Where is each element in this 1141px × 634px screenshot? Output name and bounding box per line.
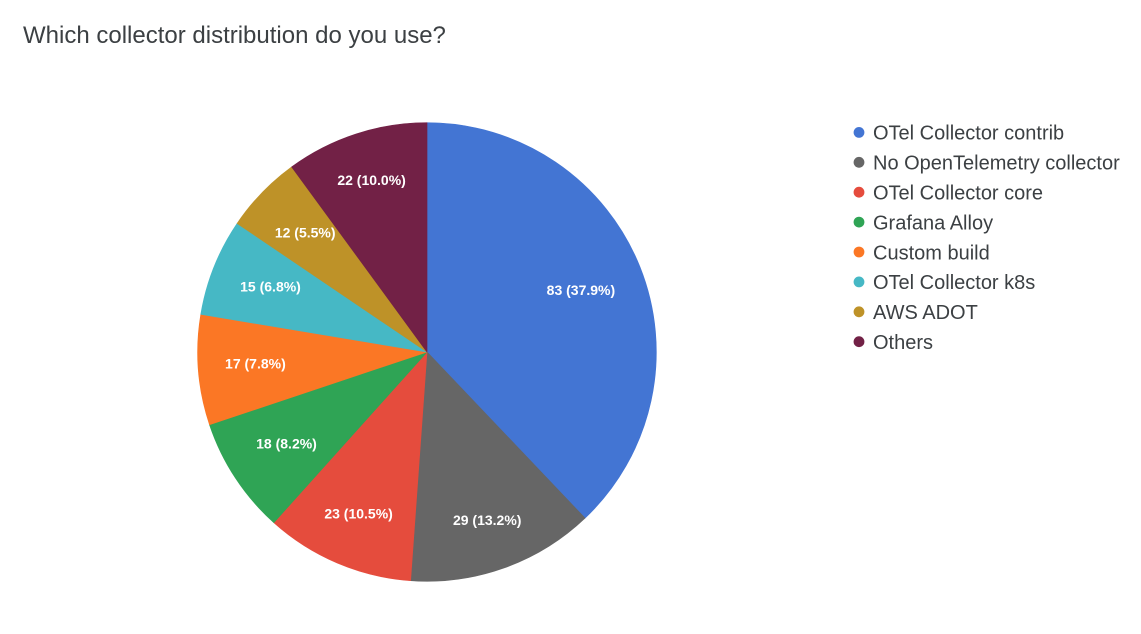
svg-text:18 (8.2%): 18 (8.2%) (256, 436, 317, 452)
svg-text:29 (13.2%): 29 (13.2%) (453, 512, 521, 528)
svg-text:83 (37.9%): 83 (37.9%) (547, 282, 615, 298)
svg-text:OTel Collector k8s: OTel Collector k8s (873, 272, 1035, 294)
svg-text:OTel Collector contrib: OTel Collector contrib (873, 123, 1064, 145)
svg-text:23 (10.5%): 23 (10.5%) (324, 506, 392, 522)
svg-text:Grafana Alloy: Grafana Alloy (873, 212, 993, 234)
svg-text:22 (10.0%): 22 (10.0%) (337, 172, 405, 188)
svg-text:17 (7.8%): 17 (7.8%) (225, 355, 286, 371)
svg-text:12 (5.5%): 12 (5.5%) (275, 224, 336, 240)
svg-text:Others: Others (873, 332, 933, 354)
svg-text:Custom build: Custom build (873, 242, 990, 264)
svg-text:No OpenTelemetry collector: No OpenTelemetry collector (873, 153, 1120, 175)
svg-text:AWS ADOT: AWS ADOT (873, 302, 978, 324)
svg-text:OTel Collector core: OTel Collector core (873, 183, 1043, 205)
svg-text:15 (6.8%): 15 (6.8%) (240, 279, 301, 295)
